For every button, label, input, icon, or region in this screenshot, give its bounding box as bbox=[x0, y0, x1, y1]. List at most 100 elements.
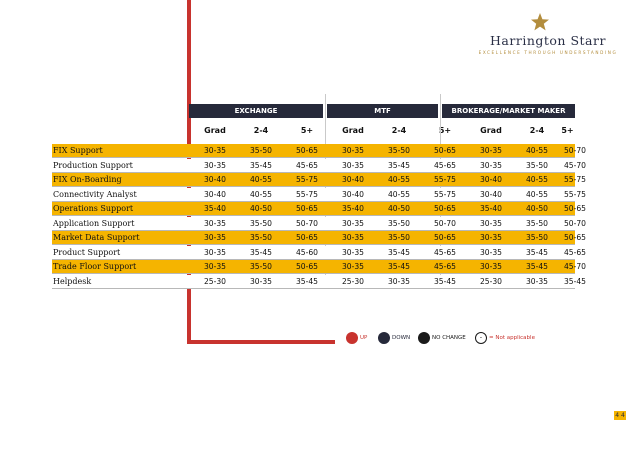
table-cell: 25-30 bbox=[203, 276, 227, 286]
star-icon bbox=[531, 13, 549, 31]
table-cell: 40-50 bbox=[387, 204, 411, 213]
table-cell: 35-40 bbox=[341, 204, 365, 213]
table-cell: 30-35 bbox=[525, 276, 549, 286]
table-cell: 35-45 bbox=[387, 262, 411, 271]
sub-header: Grad bbox=[204, 126, 226, 135]
accent-horizontal-line bbox=[187, 340, 335, 344]
table-cell: 45-65 bbox=[563, 247, 587, 257]
table-cell: 45-70 bbox=[563, 262, 587, 271]
table-cell: 55-75 bbox=[433, 189, 457, 199]
table-cell: 40-55 bbox=[249, 189, 273, 199]
table-cell: 50-65 bbox=[563, 204, 587, 213]
table-cell: 35-45 bbox=[433, 276, 457, 286]
table-cell: 50-65 bbox=[563, 233, 587, 242]
table-cell: 30-35 bbox=[203, 218, 227, 228]
table-cell: 40-55 bbox=[525, 175, 549, 184]
row-label: FIX Support bbox=[53, 146, 103, 155]
table-cell: 50-70 bbox=[563, 218, 587, 228]
table-cell: 30-35 bbox=[479, 218, 503, 228]
table-cell: 30-40 bbox=[479, 189, 503, 199]
table-cell: 55-75 bbox=[563, 189, 587, 199]
table-cell: 30-35 bbox=[203, 233, 227, 242]
sub-header: Grad bbox=[342, 126, 364, 135]
table-row: Operations Support 35-40 40-50 50-65 35-40 40… bbox=[52, 202, 586, 216]
table-cell: 30-40 bbox=[341, 189, 365, 199]
table-cell: 30-35 bbox=[341, 247, 365, 257]
sub-header: Grad bbox=[480, 126, 502, 135]
table-cell: 35-45 bbox=[249, 160, 273, 170]
sub-header: 5+ bbox=[300, 126, 314, 135]
row-divider bbox=[52, 244, 575, 245]
table-cell: 30-35 bbox=[479, 160, 503, 170]
table-cell: 50-70 bbox=[563, 146, 587, 155]
nochange-dot-icon bbox=[418, 332, 430, 344]
group-header-exchange: EXCHANGE bbox=[189, 104, 323, 118]
up-dot-icon bbox=[346, 332, 358, 344]
group-header-mtf: MTF bbox=[327, 104, 438, 118]
table-cell: 45-60 bbox=[295, 247, 319, 257]
table-cell: 30-35 bbox=[387, 276, 411, 286]
table-cell: 50-70 bbox=[433, 218, 457, 228]
down-dot-icon bbox=[378, 332, 390, 344]
brand-logo: Harrington Starr EXCELLENCE THROUGH UNDE… bbox=[468, 12, 628, 55]
legend-na-label: = Not applicable bbox=[489, 335, 535, 341]
table-cell: 25-30 bbox=[479, 276, 503, 286]
table-row: Helpdesk 25-30 30-35 35-45 25-30 30-35 35-45 25… bbox=[52, 274, 586, 289]
sub-header-row: Grad 2-4 5+ Grad 2-4 5+ Grad 2-4 5+ bbox=[52, 118, 575, 144]
table-cell: 35-45 bbox=[387, 247, 411, 257]
table-cell: 30-35 bbox=[479, 247, 503, 257]
table-cell: 35-50 bbox=[525, 160, 549, 170]
table-cell: 50-65 bbox=[433, 233, 457, 242]
row-label: FIX On-Boarding bbox=[53, 175, 122, 184]
table-row: FIX On-Boarding 30-40 40-55 55-75 30-40 40-55… bbox=[52, 173, 586, 187]
group-header-brokerage: BROKERAGE/MARKET MAKER bbox=[442, 104, 575, 118]
table-cell: 30-35 bbox=[341, 233, 365, 242]
table-cell: 35-45 bbox=[525, 262, 549, 271]
table-row: Application Support 30-35 35-50 50-70 30-35 3… bbox=[52, 216, 586, 231]
brand-tagline: EXCELLENCE THROUGH UNDERSTANDING bbox=[478, 50, 618, 55]
table-cell: 35-50 bbox=[387, 218, 411, 228]
row-label: Connectivity Analyst bbox=[53, 189, 137, 199]
legend-up-label: UP bbox=[360, 335, 368, 341]
table-cell: 30-35 bbox=[203, 262, 227, 271]
sub-header: 2-4 bbox=[253, 126, 269, 135]
row-label: Operations Support bbox=[53, 204, 134, 213]
table-cell: 30-35 bbox=[479, 233, 503, 242]
row-label: Application Support bbox=[53, 218, 135, 228]
table-cell: 45-65 bbox=[433, 247, 457, 257]
table-cell: 30-35 bbox=[341, 160, 365, 170]
table-cell: 55-75 bbox=[563, 175, 587, 184]
table-cell: 45-70 bbox=[563, 160, 587, 170]
table-cell: 55-75 bbox=[295, 189, 319, 199]
row-divider bbox=[52, 215, 575, 216]
row-divider bbox=[52, 287, 575, 289]
table-cell: 35-45 bbox=[295, 276, 319, 286]
table-cell: 35-50 bbox=[525, 218, 549, 228]
table-cell: 50-65 bbox=[433, 204, 457, 213]
table-row: Connectivity Analyst 30-40 40-55 55-75 30-40… bbox=[52, 187, 586, 202]
table-cell: 50-65 bbox=[295, 204, 319, 213]
table-cell: 35-50 bbox=[525, 233, 549, 242]
table-cell: 35-50 bbox=[249, 262, 273, 271]
table-cell: 30-35 bbox=[249, 276, 273, 286]
table-cell: 35-50 bbox=[249, 218, 273, 228]
table-cell: 55-75 bbox=[433, 175, 457, 184]
row-label: Helpdesk bbox=[53, 276, 92, 286]
legend-nochange-label: NO CHANGE bbox=[432, 335, 466, 341]
sub-header: 5+ bbox=[561, 126, 574, 135]
row-label: Trade Floor Support bbox=[53, 262, 137, 271]
table-cell: 30-35 bbox=[479, 146, 503, 155]
table-cell: 45-65 bbox=[295, 160, 319, 170]
brand-name: Harrington Starr bbox=[490, 33, 606, 48]
row-divider bbox=[52, 229, 575, 231]
table-cell: 30-35 bbox=[341, 146, 365, 155]
legend-down-label: DOWN bbox=[392, 335, 411, 341]
table-cell: 35-50 bbox=[249, 146, 273, 155]
table-cell: 30-35 bbox=[203, 160, 227, 170]
table-cell: 40-55 bbox=[525, 146, 549, 155]
table-cell: 30-40 bbox=[203, 175, 227, 184]
sub-header: 5+ bbox=[438, 126, 452, 135]
table-cell: 30-35 bbox=[203, 247, 227, 257]
table-cell: 30-40 bbox=[479, 175, 503, 184]
table-cell: 35-45 bbox=[387, 160, 411, 170]
